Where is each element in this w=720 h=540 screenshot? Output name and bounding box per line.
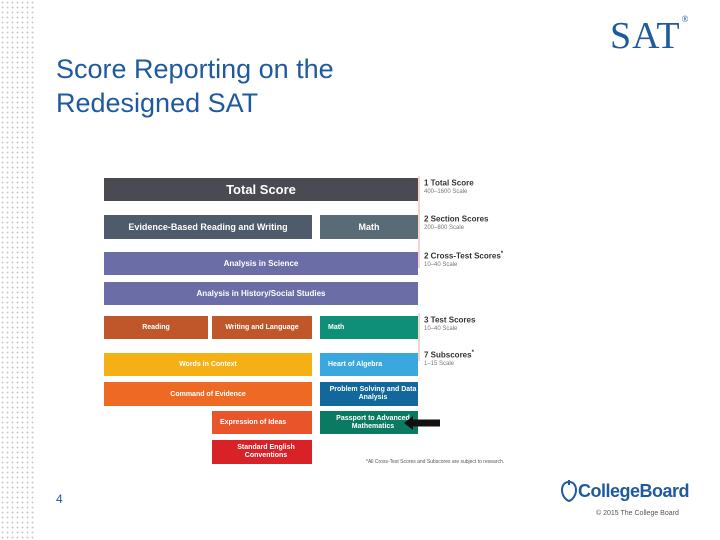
page-number: 4 xyxy=(56,492,63,506)
bar-heart-of-algebra: Heart of Algebra xyxy=(320,353,418,376)
registered-mark: ® xyxy=(681,14,690,24)
legend-scale: 10–40 Scale xyxy=(424,325,458,332)
bar-writing-test: Writing and Language xyxy=(212,316,312,339)
legend-title: 2 Section Scores xyxy=(424,214,489,224)
bar-analysis-history: Analysis in History/Social Studies xyxy=(104,282,418,305)
legend-title: 2 Cross-Test Scores xyxy=(424,251,501,261)
slide-title: Score Reporting on the Redesigned SAT xyxy=(56,54,334,118)
bar-reading-test: Reading xyxy=(104,316,208,339)
legend-title: 7 Subscores xyxy=(424,350,472,360)
bar-problem-solving: Problem Solving and Data Analysis xyxy=(320,382,418,406)
legend-test-scores: 3 Test Scores 10–40 Scale xyxy=(424,315,475,332)
legend-divider-bottom xyxy=(418,313,420,361)
copyright: © 2015 The College Board xyxy=(596,510,679,517)
score-structure-figure: 1 Total Score 400–1600 Scale 2 Section S… xyxy=(104,176,524,468)
legend-scale: 1–15 Scale xyxy=(424,360,455,367)
legend-divider-top xyxy=(418,176,420,268)
bar-math-test: Math xyxy=(320,316,418,339)
bar-analysis-science: Analysis in Science xyxy=(104,252,418,275)
bar-math-section: Math xyxy=(320,215,418,239)
legend-scale: 10–40 Scale xyxy=(424,261,458,268)
legend-title: 1 Total Score xyxy=(424,178,474,188)
legend-section-scores: 2 Section Scores 200–800 Scale xyxy=(424,214,488,231)
bar-passport-advanced-math: Passport to Advanced Mathematics xyxy=(320,411,418,434)
legend-total-score: 1 Total Score 400–1600 Scale xyxy=(424,178,474,195)
footnote: *All Cross-Test Scores and Subscores are… xyxy=(366,459,505,465)
bar-ebrw: Evidence-Based Reading and Writing xyxy=(104,215,312,239)
legend-scale: 200–800 Scale xyxy=(424,224,465,231)
legend-star: * xyxy=(500,251,504,257)
bar-command-of-evidence: Command of Evidence xyxy=(104,382,312,406)
bar-words-in-context: Words in Context xyxy=(104,353,312,376)
collegeboard-logo: CollegeBoard xyxy=(560,480,690,502)
acorn-icon xyxy=(560,480,578,502)
dotted-side-pattern xyxy=(0,0,36,540)
legend-title: 3 Test Scores xyxy=(424,315,476,325)
bar-standard-english: Standard English Conventions xyxy=(212,440,312,464)
bar-expression-of-ideas: Expression of Ideas xyxy=(212,411,312,434)
legend-cross-test-scores: 2 Cross-Test Scores* 10–40 Scale xyxy=(424,251,503,268)
sat-logo: SAT® xyxy=(610,14,689,58)
legend-subscores: 7 Subscores* 1–15 Scale xyxy=(424,350,474,367)
collegeboard-wordmark: CollegeBoard xyxy=(578,480,690,501)
arrow-left-icon xyxy=(404,416,440,430)
bar-total-score: Total Score xyxy=(104,178,418,201)
legend-scale: 400–1600 Scale xyxy=(424,188,468,195)
legend-star: * xyxy=(471,350,474,356)
sat-logo-text: SAT xyxy=(610,15,681,57)
